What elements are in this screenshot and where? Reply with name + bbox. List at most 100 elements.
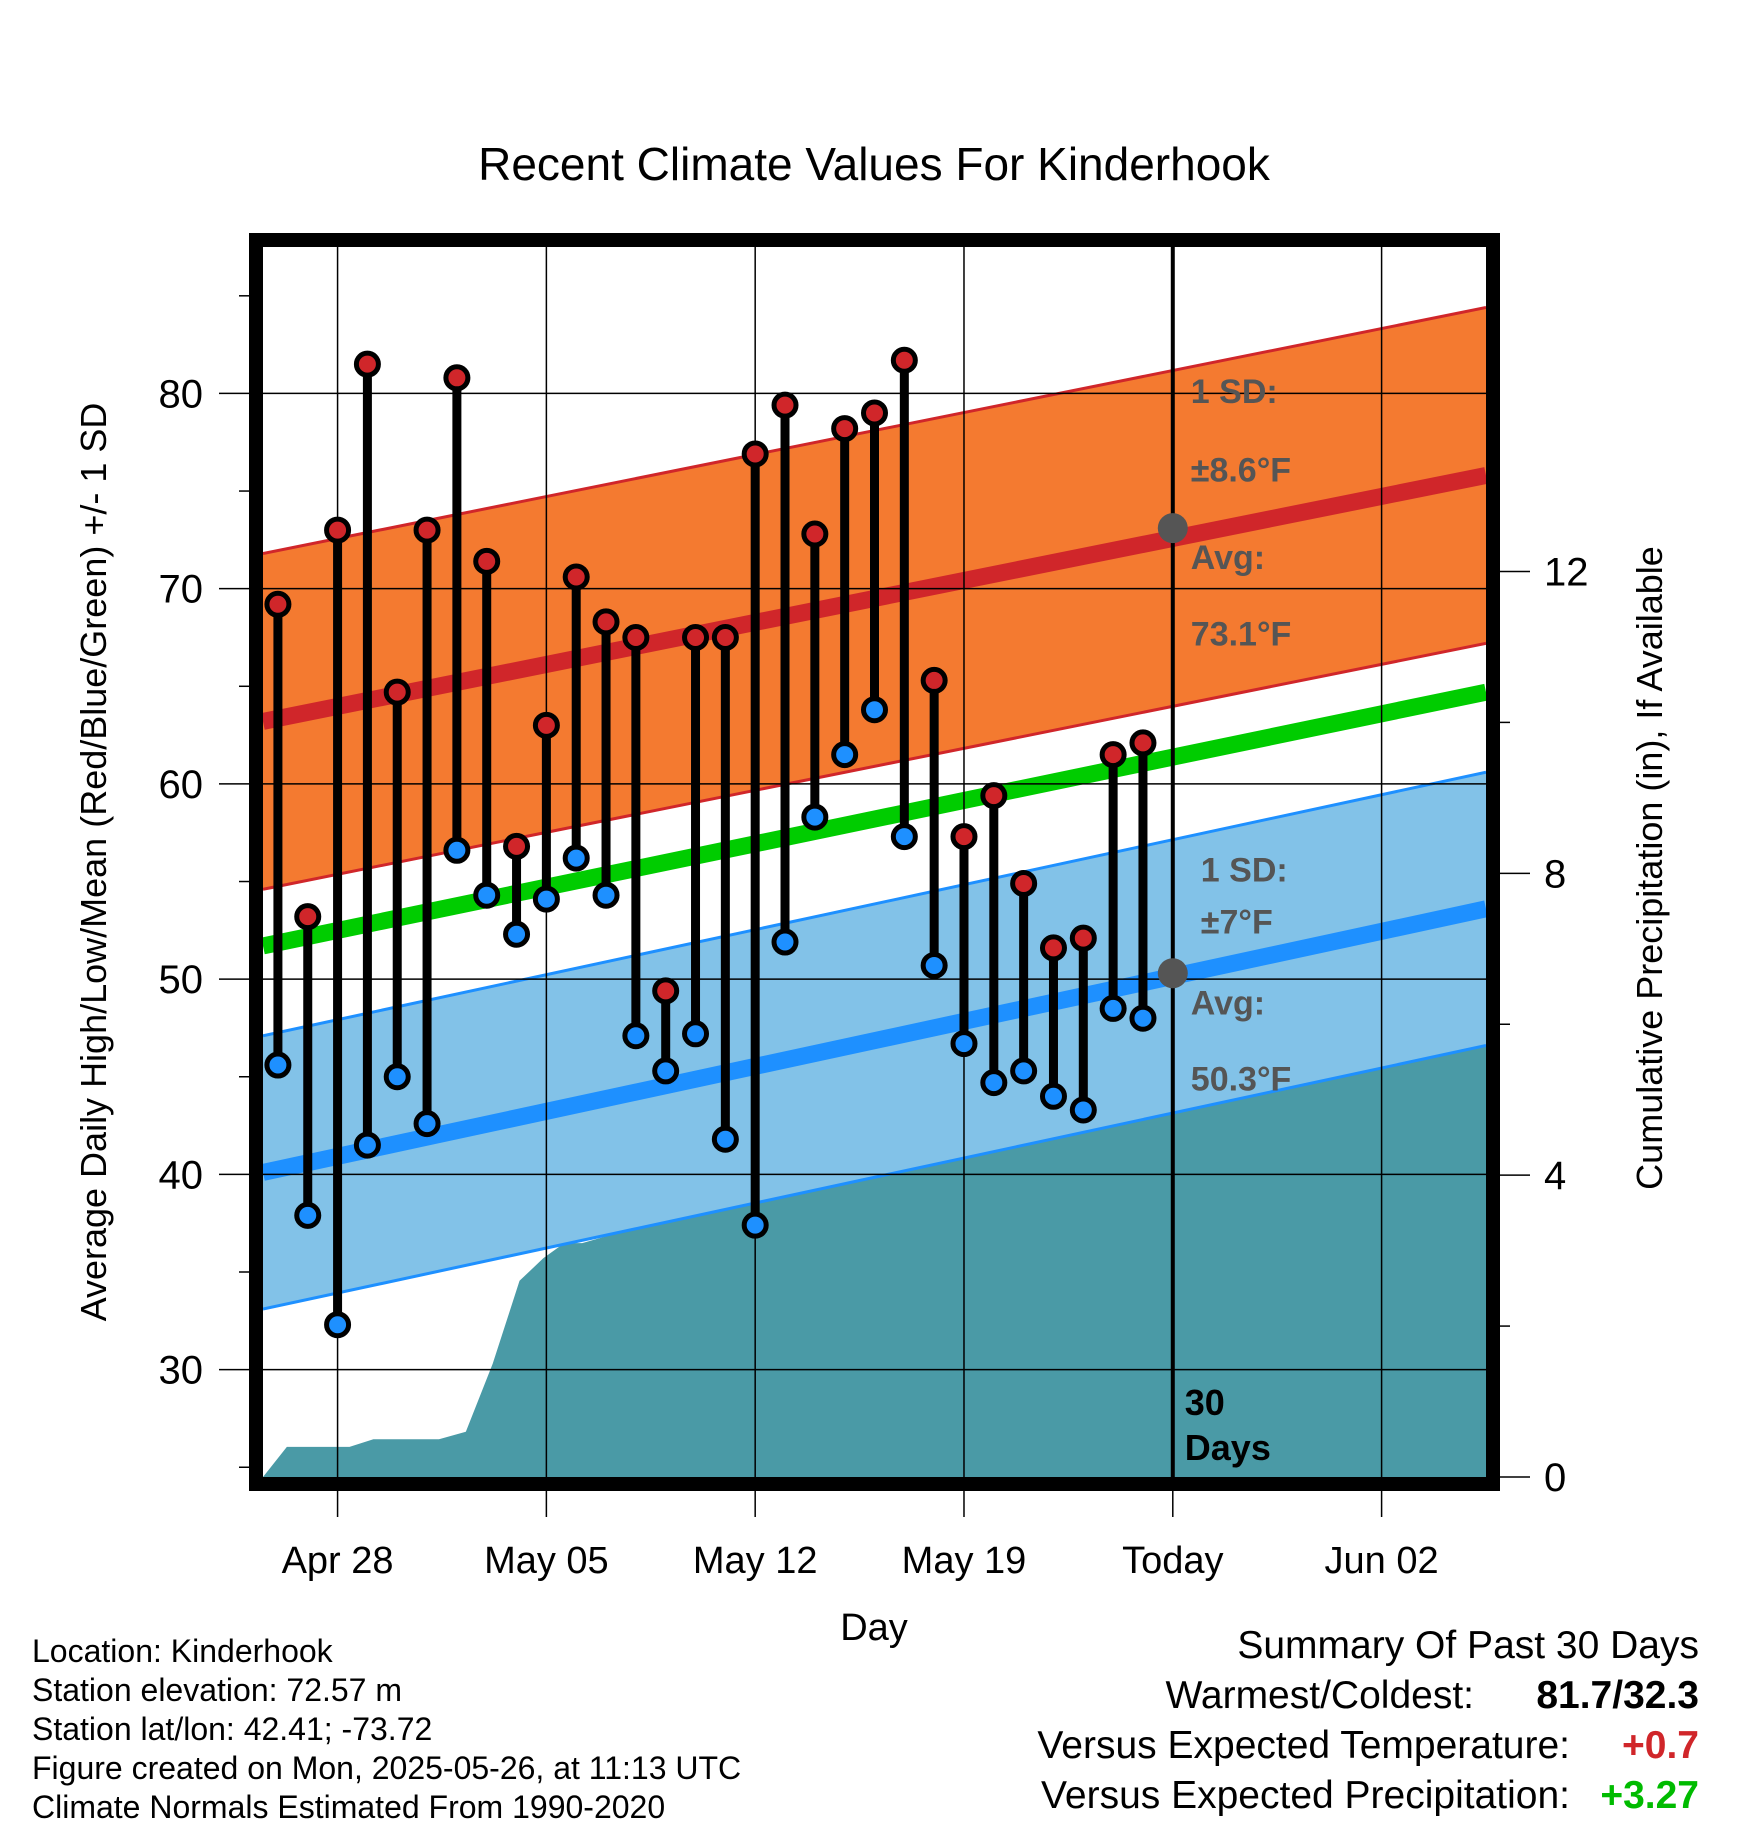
low-marker bbox=[652, 1057, 680, 1085]
high-marker bbox=[711, 623, 739, 651]
low-marker bbox=[950, 1030, 978, 1058]
high-marker bbox=[264, 590, 292, 618]
y-tick-label: 60 bbox=[159, 763, 204, 807]
low-marker bbox=[503, 920, 531, 948]
high-marker bbox=[741, 440, 769, 468]
meta-created: Figure created on Mon, 2025-05-26, at 11… bbox=[32, 1750, 742, 1786]
low-marker bbox=[562, 844, 590, 872]
low-marker bbox=[741, 1211, 769, 1239]
x-tick-label: Jun 02 bbox=[1325, 1540, 1439, 1582]
y2-tick-label: 8 bbox=[1544, 852, 1566, 896]
summary-warm-cold-value: 81.7/32.3 bbox=[1536, 1674, 1699, 1717]
low-marker bbox=[532, 885, 560, 913]
low-marker bbox=[353, 1131, 381, 1159]
summary-precip-value: +3.27 bbox=[1600, 1774, 1699, 1817]
high-marker bbox=[443, 364, 471, 392]
low-marker bbox=[980, 1069, 1008, 1097]
low-marker bbox=[383, 1063, 411, 1091]
y2-tick-label: 0 bbox=[1544, 1456, 1566, 1500]
high-marker bbox=[950, 823, 978, 851]
summary-temp-label: Versus Expected Temperature: bbox=[1037, 1724, 1570, 1767]
low-marker bbox=[622, 1022, 650, 1050]
y-tick-label: 30 bbox=[159, 1349, 204, 1393]
low-marker bbox=[592, 881, 620, 909]
low-sd-value: ±7°F bbox=[1201, 904, 1273, 942]
normal-low-band-upper-edge bbox=[263, 770, 1486, 1038]
high-marker bbox=[980, 782, 1008, 810]
low-marker bbox=[473, 881, 501, 909]
normal-low-line bbox=[263, 900, 1486, 1181]
high-marker bbox=[920, 666, 948, 694]
meta-elevation: Station elevation: 72.57 m bbox=[32, 1672, 403, 1708]
low-avg-value: 50.3°F bbox=[1191, 1060, 1292, 1098]
high-sd-value: ±8.6°F bbox=[1191, 451, 1291, 489]
high-marker bbox=[503, 832, 531, 860]
days-count: 30 bbox=[1185, 1382, 1225, 1423]
high-marker bbox=[592, 608, 620, 636]
high-marker bbox=[294, 903, 322, 931]
high-avg-value: 73.1°F bbox=[1191, 615, 1292, 653]
high-marker bbox=[324, 516, 352, 544]
high-marker bbox=[1129, 729, 1157, 757]
high-marker bbox=[1069, 924, 1097, 952]
days-label: Days bbox=[1185, 1427, 1271, 1468]
low-marker bbox=[861, 696, 888, 724]
low-marker bbox=[413, 1110, 441, 1138]
high-marker bbox=[1099, 741, 1127, 769]
low-marker bbox=[1069, 1096, 1097, 1124]
normal-low-band-lower-edge bbox=[263, 1044, 1486, 1311]
x-tick-label: Apr 28 bbox=[282, 1540, 394, 1582]
plot-frame bbox=[249, 233, 1500, 1491]
y-tick-label: 40 bbox=[159, 1153, 204, 1197]
x-tick-label: May 19 bbox=[902, 1540, 1027, 1582]
meta-latlon: Station lat/lon: 42.41; -73.72 bbox=[32, 1711, 433, 1747]
high-marker bbox=[383, 678, 411, 706]
summary-title: Summary Of Past 30 Days bbox=[1237, 1624, 1699, 1667]
y-tick-label: 70 bbox=[159, 568, 204, 612]
y2-tick-label: 12 bbox=[1544, 550, 1589, 594]
x-tick-label: May 05 bbox=[484, 1540, 609, 1582]
x-axis-label: Day bbox=[840, 1607, 908, 1649]
low-marker bbox=[920, 951, 948, 979]
chart-title: Recent Climate Values For Kinderhook bbox=[478, 138, 1271, 190]
high-marker bbox=[890, 346, 918, 374]
high-marker bbox=[532, 711, 560, 739]
summary-precip-label: Versus Expected Precipitation: bbox=[1041, 1774, 1570, 1817]
high-marker bbox=[413, 516, 441, 544]
low-marker bbox=[890, 823, 918, 851]
high-marker bbox=[1010, 869, 1038, 897]
meta-location: Location: Kinderhook bbox=[32, 1633, 333, 1669]
x-tick-label: May 12 bbox=[693, 1540, 818, 1582]
x-tick-label: Today bbox=[1122, 1540, 1223, 1582]
low-marker bbox=[771, 928, 799, 956]
high-sd-label: 1 SD: bbox=[1191, 373, 1278, 411]
y2-axis-label: Cumulative Precipitation (in), If Availa… bbox=[1629, 546, 1670, 1190]
low-sd-label: 1 SD: bbox=[1201, 852, 1288, 890]
today-low-avg-marker bbox=[1157, 958, 1188, 989]
low-marker bbox=[1129, 1004, 1157, 1032]
high-marker bbox=[473, 547, 501, 575]
high-marker bbox=[682, 623, 710, 651]
high-avg-label: Avg: bbox=[1191, 539, 1265, 577]
high-marker bbox=[831, 415, 859, 443]
y-tick-label: 80 bbox=[159, 372, 204, 416]
today-high-avg-marker bbox=[1157, 513, 1188, 544]
low-marker bbox=[1010, 1057, 1038, 1085]
low-marker bbox=[294, 1201, 322, 1229]
high-marker bbox=[861, 399, 888, 427]
low-marker bbox=[1039, 1082, 1067, 1110]
low-marker bbox=[831, 741, 859, 769]
summary-temp-value: +0.7 bbox=[1622, 1724, 1699, 1767]
low-marker bbox=[682, 1020, 710, 1048]
low-marker bbox=[443, 836, 471, 864]
plot-area: 1 SD: ±8.6°F Avg: 73.1°F 1 SD: ±7°F Avg: 50.3°F… bbox=[263, 247, 1486, 1477]
high-marker bbox=[771, 391, 799, 419]
high-marker bbox=[562, 563, 590, 591]
meta-normals: Climate Normals Estimated From 1990-2020 bbox=[32, 1789, 666, 1825]
normal-mean-line bbox=[263, 683, 1486, 955]
low-marker bbox=[264, 1051, 292, 1079]
low-marker bbox=[324, 1311, 352, 1339]
high-marker bbox=[652, 977, 680, 1005]
high-marker bbox=[353, 350, 381, 378]
